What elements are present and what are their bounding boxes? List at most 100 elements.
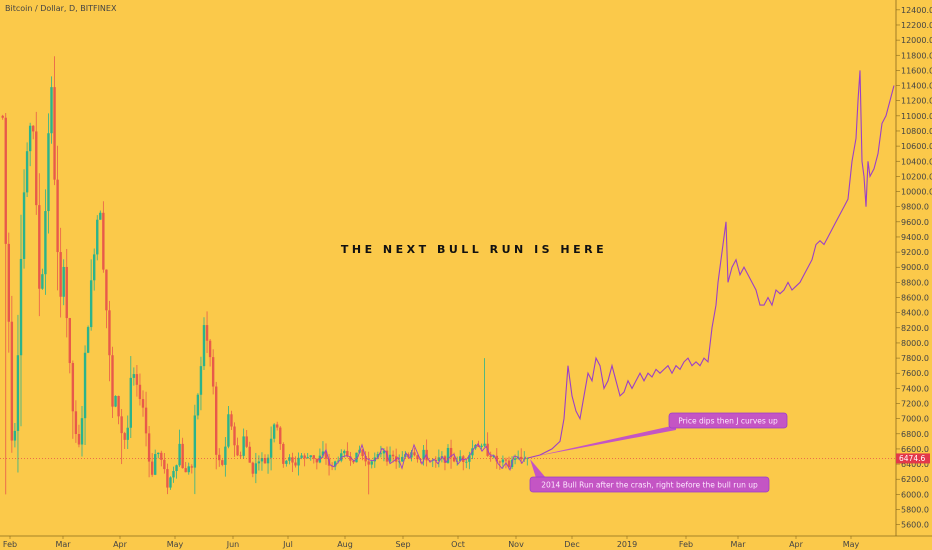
candle-body [80, 418, 84, 445]
candle-body [260, 458, 264, 462]
candle-body [300, 455, 303, 458]
candle-body [459, 456, 462, 461]
price-tick-label: 9600.0 [901, 218, 929, 227]
candle-body [498, 461, 502, 463]
candle-body [62, 266, 65, 297]
candle-body [272, 424, 276, 439]
time-tick-label: Jun [226, 540, 240, 549]
annotation-2014-pointer [530, 459, 546, 478]
candle-body [224, 446, 227, 465]
time-tick-label: Apr [789, 540, 804, 549]
candle-body [480, 445, 483, 447]
time-tick-label: Feb [3, 540, 17, 549]
candle-body [147, 433, 151, 462]
candle-body [355, 452, 358, 463]
candle-body [266, 457, 270, 464]
time-tick-label: May [843, 540, 860, 549]
annotation-dip-text: Price dips then J curves up [678, 417, 778, 426]
candle-body [47, 133, 50, 212]
candle-body [477, 444, 480, 447]
candle-body [309, 455, 312, 458]
candle-body [22, 192, 26, 259]
last-price-tag-text: 6474.6 [899, 454, 925, 463]
candle-body [303, 455, 306, 459]
price-tick-label: 9000.0 [901, 263, 929, 272]
candle-body [178, 443, 181, 466]
candle-body [227, 414, 230, 447]
candle-body [422, 449, 425, 460]
price-tick-label: 8600.0 [901, 294, 929, 303]
candle-body [163, 459, 166, 470]
candle-body [138, 384, 142, 400]
candle-body [434, 459, 437, 461]
chart-headline: THE NEXT BULL RUN IS HERE [341, 243, 607, 256]
candle-body [239, 455, 242, 457]
time-tick-label: Feb [679, 540, 693, 549]
time-axis-ticks: Feb Mar Apr May Jun Jul Aug Sep Oct Nov Dec 2019 Feb… [3, 536, 860, 549]
annotation-dip-callout[interactable]: Price dips then J curves up [532, 412, 788, 457]
candle-body [96, 219, 99, 255]
price-axis[interactable] [896, 0, 932, 536]
candle-body [333, 461, 337, 467]
candle-body [251, 462, 254, 474]
price-tick-label: 11000.0 [901, 112, 932, 121]
candle-body [343, 450, 346, 454]
candle-body [7, 243, 10, 322]
candle-body [520, 456, 523, 460]
candle-body [83, 352, 87, 419]
candle-body [391, 454, 395, 457]
price-tick-label: 10600.0 [901, 142, 932, 151]
candle-body [373, 457, 376, 462]
price-tick-label: 10400.0 [901, 157, 932, 166]
candle-body [279, 427, 282, 445]
price-tick-label: 12200.0 [901, 21, 932, 30]
candle-body [102, 212, 105, 270]
candle-body [297, 457, 300, 466]
candle-body [150, 461, 154, 475]
price-axis-ticks: 5600.0 5800.0 6000.0 6200.0 6400.0 6600.0 6800… [896, 6, 932, 530]
candle-body [199, 366, 203, 395]
candle-body [437, 457, 441, 461]
annotation-2014-text: 2014 Bull Run after the crash, right bef… [541, 481, 758, 490]
time-tick-label: Apr [113, 540, 128, 549]
annotation-dip-pointer [532, 425, 676, 457]
time-tick-label: Dec [564, 540, 579, 549]
candle-body [38, 205, 41, 289]
time-tick-label: Mar [730, 540, 746, 549]
price-tick-label: 8400.0 [901, 309, 929, 318]
time-axis[interactable] [0, 536, 932, 550]
candle-body [144, 407, 148, 434]
candle-body [132, 374, 136, 378]
candle-body [306, 457, 309, 459]
candle-body [364, 456, 367, 462]
candle-body [141, 399, 145, 408]
candle-body [324, 451, 328, 459]
time-tick-label: Nov [508, 540, 524, 549]
price-tick-label: 11400.0 [901, 82, 932, 91]
candlestick-series [1, 56, 529, 495]
candle-body [321, 451, 325, 456]
candle-body [349, 456, 352, 461]
price-tick-label: 6400.0 [901, 460, 929, 469]
candle-body [269, 438, 273, 458]
candle-body [291, 457, 294, 463]
candle-body [114, 395, 117, 407]
price-tick-label: 10200.0 [901, 172, 932, 181]
candle-body [157, 452, 160, 455]
candle-body [4, 117, 7, 244]
price-tick-label: 11200.0 [901, 97, 932, 106]
price-tick-label: 5800.0 [901, 506, 929, 515]
candle-body [93, 254, 96, 281]
candle-body [352, 460, 355, 463]
candle-body [205, 325, 209, 341]
last-price-tag-box [896, 453, 930, 464]
time-tick-label: Jul [282, 540, 293, 549]
annotation-2014-callout[interactable]: 2014 Bull Run after the crash, right bef… [529, 459, 770, 493]
candle-body [337, 460, 340, 462]
candle-body [172, 471, 175, 478]
chart-title: Bitcoin / Dollar, D, BITFINEX [5, 4, 117, 13]
candle-body [120, 416, 123, 434]
candle-body [77, 434, 81, 445]
candle-body [190, 466, 193, 468]
